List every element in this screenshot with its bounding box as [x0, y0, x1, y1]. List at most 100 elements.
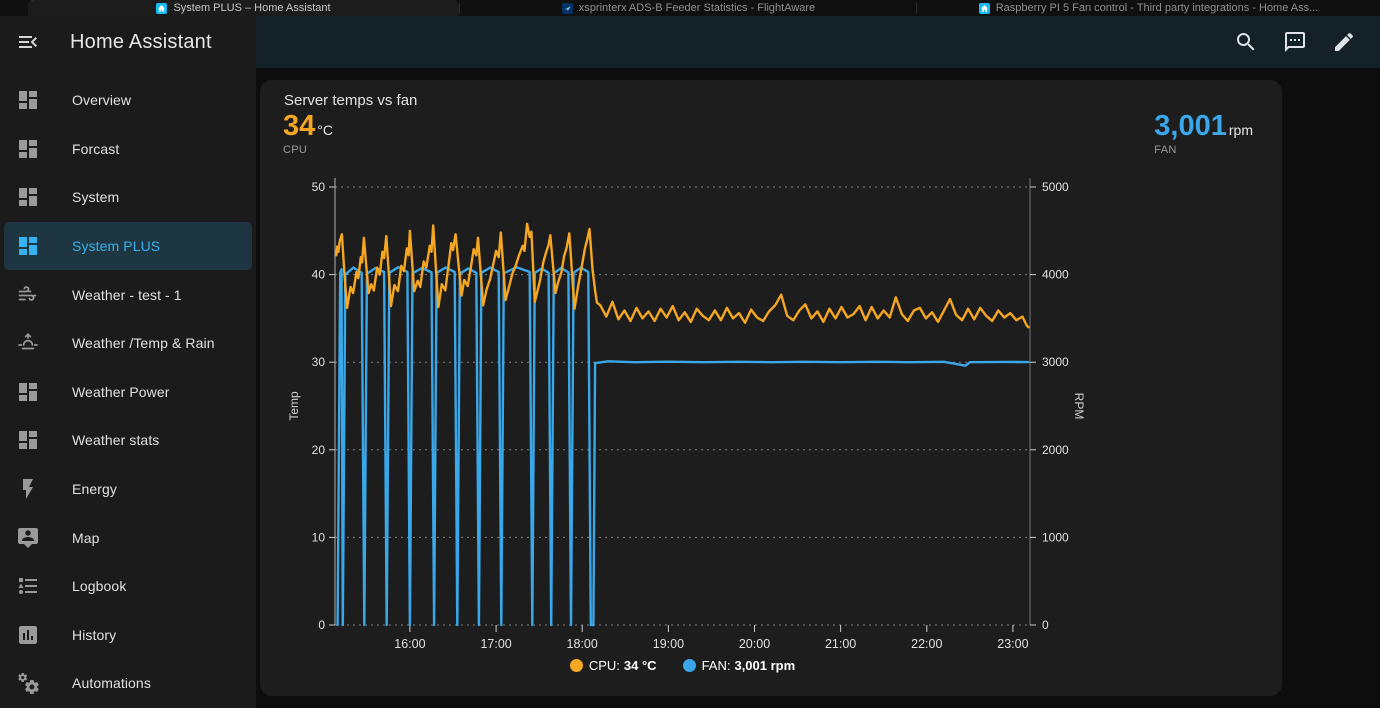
y-left-tick-label: 0: [318, 618, 325, 632]
edit-pencil-icon[interactable]: [1332, 30, 1356, 54]
sidebar: Home Assistant Overview Forcast System Syst…: [0, 16, 256, 708]
fan-label: FAN: [1154, 144, 1177, 156]
y-left-tick-label: 30: [312, 355, 326, 369]
browser-tab-2[interactable]: xsprinterx ADS-B Feeder Statistics - Fli…: [460, 0, 917, 16]
legend-name: FAN:: [701, 658, 731, 673]
cpu-unit: °C: [317, 122, 333, 138]
sidebar-item-weather-temp-rain[interactable]: Weather /Temp & Rain: [4, 319, 252, 368]
sidebar-item-weather-test-1[interactable]: Weather - test - 1: [4, 270, 252, 319]
sidebar-item-map[interactable]: Map: [4, 513, 252, 562]
content-area: Server temps vs fan 34 °C CPU 3,001 rpm …: [256, 68, 1380, 708]
app-header: [256, 16, 1380, 68]
chart-legend: CPU: 34 °C FAN: 3,001 rpm: [335, 658, 1030, 673]
sidebar-item-history[interactable]: History: [4, 611, 252, 660]
y-right-tick-label: 5000: [1042, 180, 1069, 194]
cpu-value: 34: [283, 110, 316, 142]
server-temps-card: Server temps vs fan 34 °C CPU 3,001 rpm …: [260, 80, 1282, 696]
sidebar-item-energy[interactable]: Energy: [4, 465, 252, 514]
list-bulleted-icon: [16, 574, 40, 598]
y-right-tick-label: 1000: [1042, 530, 1069, 544]
menu-open-icon[interactable]: [16, 30, 40, 54]
y-right-tick-label: 4000: [1042, 268, 1069, 282]
sidebar-item-label: History: [72, 626, 117, 643]
cpu-label: CPU: [283, 144, 308, 156]
browser-tab-strip: System PLUS – Home Assistant xsprinterx A…: [0, 0, 1380, 16]
x-tick-label: 20:00: [739, 637, 770, 651]
chart-box-icon: [16, 623, 40, 647]
fan-unit: rpm: [1228, 122, 1253, 138]
browser-tab-title: xsprinterx ADS-B Feeder Statistics - Fli…: [578, 2, 816, 14]
sidebar-item-weather-stats[interactable]: Weather stats: [4, 416, 252, 465]
cpu-series-line: [335, 222, 1030, 329]
sidebar-item-logbook[interactable]: Logbook: [4, 562, 252, 611]
y-right-axis-title: RPM: [1072, 393, 1086, 420]
browser-tab-1[interactable]: System PLUS – Home Assistant: [28, 0, 459, 16]
dashboard-icon: [16, 428, 40, 452]
y-left-tick-label: 50: [312, 180, 326, 194]
browser-tab-3[interactable]: Raspberry PI 5 Fan control - Third party…: [917, 0, 1380, 16]
sidebar-item-label: System PLUS: [72, 238, 161, 255]
map-account-icon: [16, 526, 40, 550]
tab-separator: [459, 3, 460, 13]
search-icon[interactable]: [1234, 30, 1258, 54]
sidebar-item-label: Map: [72, 529, 100, 546]
y-left-tick-label: 20: [312, 443, 326, 457]
legend-value: 3,001 rpm: [734, 658, 796, 673]
fan-value: 3,001: [1154, 110, 1227, 142]
sidebar-item-label: Logbook: [72, 578, 127, 595]
sidebar-item-system[interactable]: System: [4, 173, 252, 222]
sidebar-item-label: Overview: [72, 92, 132, 109]
x-tick-label: 22:00: [911, 637, 942, 651]
x-tick-label: 16:00: [394, 637, 425, 651]
legend-item-cpu[interactable]: CPU: 34 °C: [569, 658, 657, 673]
cpu-stat: 34 °C CPU: [283, 111, 333, 156]
sidebar-item-system-plus[interactable]: System PLUS: [4, 221, 252, 271]
legend-dot: [682, 659, 696, 672]
sidebar-item-automations[interactable]: Automations: [4, 659, 252, 708]
dashboard-icon: [16, 185, 40, 209]
weather-sunset-icon: [16, 331, 40, 355]
x-tick-label: 23:00: [997, 637, 1028, 651]
weather-windy-icon: [16, 283, 40, 307]
dashboard-icon: [16, 380, 40, 404]
fan-stat: 3,001 rpm FAN: [1154, 111, 1253, 156]
legend-dot: [569, 659, 583, 672]
x-tick-label: 17:00: [480, 637, 511, 651]
legend-name: CPU:: [588, 658, 620, 673]
y-right-tick-label: 2000: [1042, 443, 1069, 457]
legend-item-fan[interactable]: FAN: 3,001 rpm: [682, 658, 796, 673]
x-tick-label: 21:00: [825, 637, 856, 651]
sidebar-item-label: Forcast: [72, 140, 120, 157]
card-title: Server temps vs fan: [284, 92, 418, 109]
browser-tab-title: Raspberry PI 5 Fan control - Third party…: [995, 2, 1319, 14]
y-right-tick-label: 3000: [1042, 355, 1069, 369]
legend-value: 34 °C: [623, 658, 657, 673]
dashboard-icon: [16, 137, 40, 161]
sidebar-header: Home Assistant: [0, 16, 256, 68]
dashboard-icon: [16, 234, 40, 258]
temp-fan-chart: 0 0 10 1000 20 2000 30 3000 40 4000 50 5000 16:00 17:…: [287, 178, 1086, 651]
y-left-tick-label: 10: [312, 530, 326, 544]
sidebar-item-overview[interactable]: Overview: [4, 76, 252, 125]
tab-separator: [916, 3, 917, 13]
dashboard-icon: [16, 88, 40, 112]
y-left-tick-label: 40: [312, 268, 326, 282]
sidebar-item-forcast[interactable]: Forcast: [4, 125, 252, 174]
sidebar-item-label: Weather stats: [72, 432, 160, 449]
cogs-icon: [16, 671, 40, 695]
sidebar-item-label: Weather Power: [72, 383, 170, 400]
sidebar-item-weather-power[interactable]: Weather Power: [4, 368, 252, 417]
sidebar-nav: Overview Forcast System System PLUS Weather …: [0, 68, 256, 708]
sidebar-item-label: Energy: [72, 481, 117, 498]
x-tick-label: 19:00: [653, 637, 684, 651]
sidebar-item-label: Weather - test - 1: [72, 286, 182, 303]
y-left-axis-title: Temp: [287, 391, 301, 421]
sidebar-item-label: System: [72, 189, 120, 206]
app-title: Home Assistant: [70, 30, 212, 53]
lightning-bolt-icon: [16, 477, 40, 501]
assist-icon[interactable]: [1283, 30, 1307, 54]
sidebar-item-label: Weather /Temp & Rain: [72, 335, 215, 352]
y-right-tick-label: 0: [1042, 618, 1049, 632]
x-tick-label: 18:00: [567, 637, 598, 651]
